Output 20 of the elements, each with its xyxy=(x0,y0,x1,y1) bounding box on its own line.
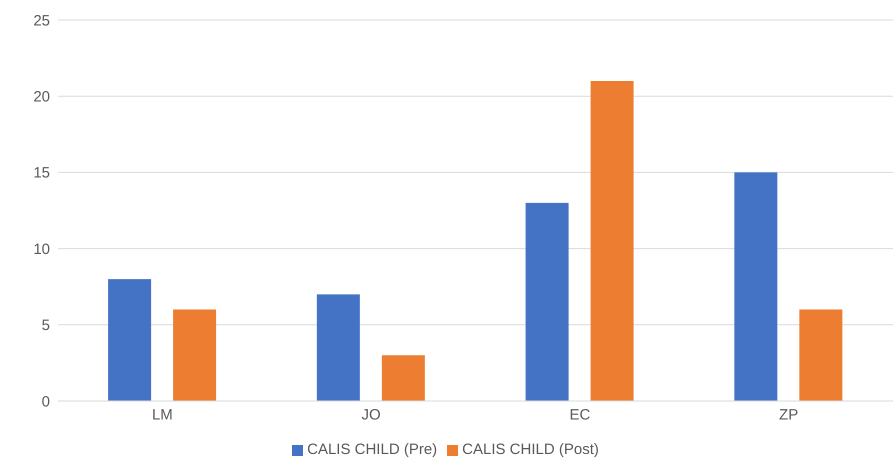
bar xyxy=(526,202,569,401)
x-tick-label: EC xyxy=(569,406,590,424)
bar xyxy=(316,294,360,401)
x-tick-label: ZP xyxy=(779,406,798,424)
x-tick-label: LM xyxy=(152,406,173,424)
y-tick-label: 5 xyxy=(42,317,50,334)
bar xyxy=(108,279,152,401)
bar xyxy=(173,310,216,401)
bar xyxy=(734,172,778,401)
legend-label: CALIS CHILD (Post) xyxy=(462,441,599,458)
y-tick-label: 20 xyxy=(33,88,50,106)
bar xyxy=(382,355,425,401)
y-tick-label: 15 xyxy=(33,164,50,182)
x-tick-label: JO xyxy=(362,406,381,424)
y-tick-label: 0 xyxy=(42,393,50,410)
bar xyxy=(590,80,634,401)
legend-label: CALIS CHILD (Pre) xyxy=(307,441,438,458)
y-tick-label: 25 xyxy=(33,12,50,30)
bar xyxy=(799,310,842,401)
y-tick-label: 10 xyxy=(33,240,50,258)
